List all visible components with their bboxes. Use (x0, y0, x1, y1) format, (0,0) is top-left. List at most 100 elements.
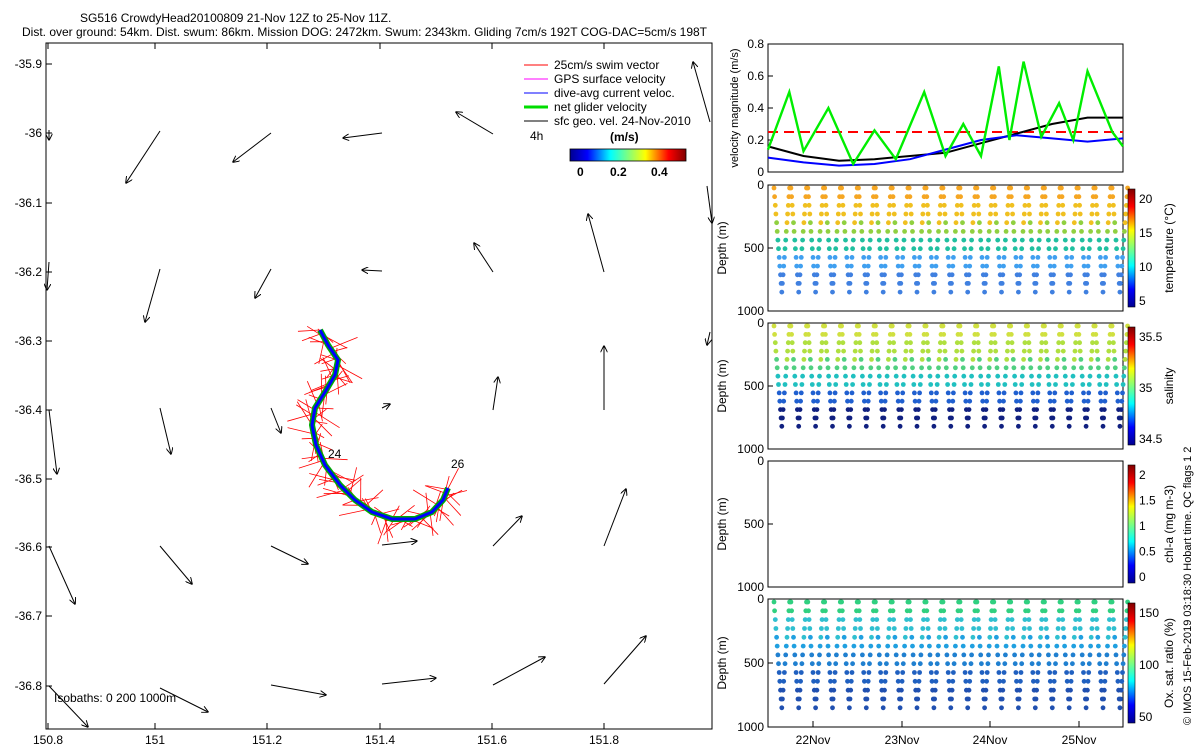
profile-sample (832, 678, 837, 684)
profile-sample (1122, 357, 1128, 362)
profile-sample (1012, 652, 1017, 658)
colorbar-tick-label: 5 (1139, 294, 1146, 308)
profile-sample (1101, 272, 1107, 278)
profile-sample (1056, 203, 1062, 208)
profile-sample (1046, 246, 1052, 252)
profile-sample (815, 678, 820, 684)
profile-sample (1025, 323, 1030, 329)
profile-sample (941, 194, 947, 200)
profile-sample (1012, 373, 1017, 379)
profile-sample (891, 626, 897, 631)
profile-sample (952, 652, 958, 658)
profile-sample (1103, 382, 1109, 387)
profile-sample (798, 678, 803, 684)
profile-sample (1042, 185, 1047, 191)
profile-sample (873, 599, 878, 605)
profile-sample (830, 423, 835, 429)
profile-sample (995, 661, 1001, 667)
profile-sample (865, 678, 871, 684)
profile-sample (1018, 390, 1024, 396)
profile-sample (1098, 390, 1103, 396)
profile-sample (999, 281, 1005, 286)
profile-sample (1042, 332, 1048, 337)
profile-sample (1080, 246, 1086, 252)
profile-sample (842, 643, 848, 649)
profile-sample (943, 229, 949, 234)
profile-sample (864, 281, 870, 286)
profile-sample (936, 229, 941, 234)
profile-sample (774, 220, 779, 226)
profile-sample (1029, 373, 1034, 379)
depth-ytick-label: 1000 (737, 720, 764, 734)
profile-sample (875, 348, 880, 354)
profile-sample (1064, 263, 1070, 269)
profile-sample (856, 332, 862, 337)
profile-sample (780, 687, 786, 693)
profile-sample (1067, 281, 1073, 286)
profile-sample (910, 643, 915, 649)
profile-sample (1044, 348, 1049, 354)
profile-sample (774, 643, 780, 649)
depth-ytick-label: 1000 (737, 580, 764, 594)
depth-profile-panel-3: 0 500 1000 Depth (m) 0 0.5 1 1.5 2 chl-a (mg m-3) (715, 454, 1176, 594)
swim-vector (298, 460, 324, 469)
profile-sample (832, 263, 837, 269)
profile-sample (784, 634, 790, 640)
profile-sample (796, 289, 802, 295)
swim-vector (313, 417, 333, 437)
profile-sample (839, 323, 844, 329)
profile-sample (958, 332, 963, 337)
profile-sample (961, 237, 967, 243)
profile-sample (1034, 687, 1039, 693)
profile-sample (880, 423, 886, 429)
profile-sample (850, 382, 855, 387)
profile-sample (1103, 670, 1108, 675)
profile-sample (859, 365, 865, 371)
geo-velocity-arrow (456, 112, 494, 135)
profile-sample (800, 652, 805, 658)
profile-sample (780, 696, 785, 702)
profile-sample (975, 617, 981, 622)
profile-sample (944, 652, 950, 658)
profile-sample (1055, 220, 1060, 226)
profile-sample (843, 373, 848, 379)
profile-sample (862, 263, 867, 269)
profile-sample (1101, 696, 1106, 702)
profile-sample (1052, 255, 1058, 260)
profile-sample (1002, 382, 1008, 387)
profile-sample (986, 237, 991, 243)
profile-sample (877, 661, 883, 667)
profile-sample (971, 340, 977, 346)
profile-sample (877, 246, 883, 252)
profile-sample (1014, 678, 1019, 684)
profile-sample (1095, 634, 1101, 640)
profile-sample (831, 272, 837, 278)
profile-sample (1124, 340, 1129, 346)
profile-sample (808, 229, 814, 234)
depth-profile-panel-1: 0 500 1000 Depth (m) 5 10 15 20 temperature (°C) (715, 178, 1176, 318)
profile-sample (1060, 211, 1066, 217)
profile-sample (934, 246, 940, 252)
legend-sfc-geo-velocity: sfc geo. vel. 24-Nov-2010 (524, 114, 691, 128)
profile-sample (811, 263, 816, 269)
profile-sample (909, 357, 915, 362)
depth-ytick-label: 0 (757, 454, 764, 468)
profile-sample (986, 652, 991, 658)
profile-sample (1084, 696, 1090, 702)
profile-sample (806, 202, 812, 208)
profile-sample (1019, 246, 1025, 252)
profile-sample (836, 340, 842, 346)
profile-sample (1064, 398, 1070, 404)
map-ytick-label: -36.5 (15, 472, 43, 486)
colorbar-tick-0: 0 (577, 165, 584, 179)
profile-sample (782, 255, 787, 260)
profile-sample (783, 365, 789, 371)
profile-sample (1039, 203, 1045, 208)
profile-sample (1031, 263, 1036, 269)
profile-sample (1027, 626, 1032, 631)
profile-sample (775, 237, 781, 243)
profile-sample (992, 202, 998, 208)
profile-sample (926, 634, 932, 640)
profile-sample (831, 687, 837, 693)
profile-sample (969, 229, 975, 234)
